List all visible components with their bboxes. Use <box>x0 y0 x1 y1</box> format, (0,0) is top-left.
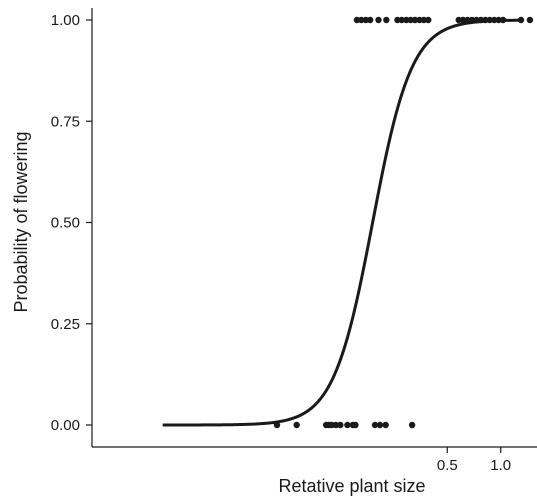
flowering-point <box>473 16 480 24</box>
flowering-point <box>491 16 498 24</box>
non-flowering-point <box>408 421 416 429</box>
non-flowering-point <box>382 421 389 429</box>
data-points <box>273 16 534 429</box>
flowering-point <box>499 16 507 24</box>
flowering-point <box>486 16 493 24</box>
flowering-point <box>459 16 467 24</box>
y-tick-label: 0.50 <box>51 215 80 232</box>
x-tick-label: 1.0 <box>490 457 511 474</box>
flowering-point <box>383 16 390 24</box>
non-flowering-point <box>344 421 351 429</box>
y-tick-label: 0.00 <box>51 417 80 434</box>
non-flowering-point <box>332 421 340 429</box>
y-axis-title: Probability of flowering <box>11 131 31 312</box>
flowering-point <box>517 16 525 24</box>
flowering-point <box>468 16 476 24</box>
flowering-point <box>455 16 462 24</box>
x-axis-title: Retative plant size <box>278 476 425 496</box>
flowering-point <box>477 16 485 24</box>
flowering-point <box>398 16 405 24</box>
non-flowering-point <box>352 421 359 429</box>
axes <box>91 8 537 448</box>
y-tick-label: 0.25 <box>51 316 80 333</box>
non-flowering-point <box>376 421 384 429</box>
x-tick-label: 0.5 <box>437 457 458 474</box>
non-flowering-point <box>293 421 300 429</box>
flowering-point <box>425 16 432 24</box>
axis-ticks: 0.00 0.25 0.50 0.75 1.00 0.5 1.0 <box>51 12 511 474</box>
flowering-point <box>482 16 489 24</box>
flowering-point <box>411 16 419 24</box>
logistic-fit-curve <box>162 18 521 427</box>
y-tick-label: 0.75 <box>51 113 80 130</box>
flowering-point <box>495 16 502 24</box>
non-flowering-point <box>371 421 379 429</box>
flowering-point <box>366 16 374 24</box>
fit-curve-layer <box>162 18 521 427</box>
non-flowering-point <box>273 421 281 429</box>
y-tick-label: 1.00 <box>51 12 80 29</box>
flowering-point <box>358 16 365 24</box>
flowering-point <box>375 16 382 24</box>
flowering-point <box>464 16 471 24</box>
flowering-point <box>420 16 428 24</box>
non-flowering-point <box>337 421 344 429</box>
flowering-point <box>526 16 534 24</box>
